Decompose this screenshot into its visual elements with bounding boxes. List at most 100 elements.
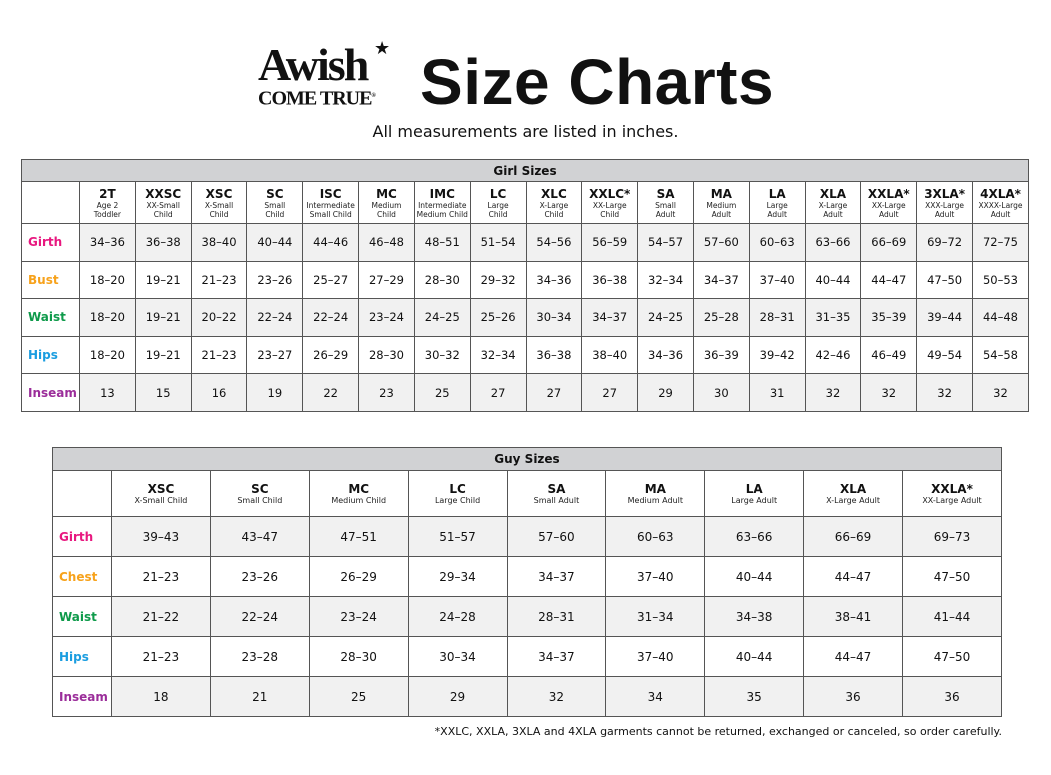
size-description: Small — [264, 200, 286, 210]
measurement-value: 16 — [190, 373, 248, 412]
size-header-cell: 4XLA* XXXX-Large Adult — [972, 181, 1029, 224]
measurement-value: 57–60 — [506, 516, 607, 557]
measurement-value: 57–60 — [692, 223, 750, 262]
measurement-value: 69–72 — [916, 223, 973, 262]
measurement-value: 22–24 — [209, 596, 310, 637]
size-header-cell: IMC Intermediate Medium Child — [413, 181, 471, 224]
measurement-value: 38–41 — [803, 596, 903, 637]
measurement-value: 31–34 — [605, 596, 706, 637]
size-header-cell: LA Large Adult — [704, 470, 805, 517]
measurement-value: 23–28 — [209, 636, 310, 677]
measurement-value: 20–22 — [190, 298, 248, 337]
measurement-value: 27 — [525, 373, 583, 412]
table-caption: Girl Sizes — [21, 159, 1029, 182]
size-code: MC — [376, 186, 397, 201]
size-description: X-Small Child — [134, 496, 188, 505]
measurement-row-hips: Hips 21–23 23–28 28–30 30–34 34–37 37–40 40–44 4… — [52, 636, 1002, 677]
measurement-value: 40–44 — [804, 260, 862, 300]
size-description: X-Large — [539, 200, 569, 210]
measurement-value: 26–29 — [302, 335, 360, 375]
size-description: Medium — [371, 200, 402, 210]
measurement-value: 44–47 — [803, 556, 903, 597]
size-header-cell: XSC X-Small Child — [190, 181, 248, 224]
guy-sizes-table: Guy Sizes XSC X-Small Child SC Small Child MC… — [52, 447, 1002, 717]
measurement-value: 32 — [804, 373, 862, 412]
measurement-value: 50–53 — [972, 260, 1029, 300]
size-header-cell: XLA X-Large Adult — [804, 181, 862, 224]
measurement-value: 36 — [902, 676, 1002, 717]
size-description: Medium Adult — [627, 496, 683, 505]
measurement-value: 34–37 — [581, 298, 639, 337]
size-header-cell: 2T Age 2 Toddler — [79, 181, 136, 224]
size-code: SA — [547, 482, 566, 496]
size-description: Age 2 — [96, 200, 119, 210]
measurement-value: 40–44 — [704, 556, 805, 597]
measurement-value: 30–34 — [525, 298, 583, 337]
size-description: Child — [488, 209, 508, 219]
measurement-value: 44–47 — [803, 636, 903, 677]
measurement-value: 44–46 — [302, 223, 360, 262]
measurement-label: Girth — [52, 516, 112, 557]
size-code: SA — [656, 186, 675, 201]
measurement-value: 66–69 — [860, 223, 918, 262]
measurement-value: 36–38 — [525, 335, 583, 375]
size-code: XXLC* — [589, 186, 631, 201]
measurement-value: 25–28 — [692, 298, 750, 337]
measurement-value: 23–24 — [358, 298, 415, 337]
measurement-value: 48–51 — [413, 223, 471, 262]
size-description: Large — [766, 200, 788, 210]
size-header-cell: XLC X-Large Child — [525, 181, 583, 224]
size-header-cell: SA Small Adult — [637, 181, 694, 224]
size-header-cell: LC Large Child — [469, 181, 527, 224]
size-header-cell: ISC Intermediate Small Child — [302, 181, 360, 224]
size-description: Child — [153, 209, 173, 219]
size-description: Child — [600, 209, 620, 219]
measurement-row-inseam: Inseam 18 21 25 29 32 34 35 36 36 — [52, 676, 1002, 717]
size-description: Medium Child — [331, 496, 387, 505]
size-description: Intermediate — [418, 200, 467, 210]
star-icon: ★ — [374, 38, 391, 59]
size-header-cell: XXLA* XX-Large Adult — [860, 181, 918, 224]
measurement-value: 21 — [209, 676, 310, 717]
size-code: ISC — [319, 186, 342, 201]
table-caption-row: Guy Sizes — [52, 447, 1002, 471]
measurement-value: 31–35 — [804, 298, 862, 337]
measurement-value: 34–36 — [637, 335, 694, 375]
size-description: Child — [377, 209, 396, 219]
size-code: IMC — [429, 186, 455, 201]
size-description: Adult — [767, 209, 787, 219]
measurement-value: 23 — [358, 373, 415, 412]
size-code: LA — [745, 482, 763, 496]
size-description: Child — [209, 209, 229, 219]
size-description: Adult — [879, 209, 899, 219]
measurement-value: 56–59 — [581, 223, 639, 262]
size-description: XX-Large — [592, 200, 627, 210]
measurement-value: 36–38 — [134, 223, 192, 262]
size-code: XXLA* — [867, 186, 910, 201]
size-code: 4XLA* — [980, 186, 1021, 201]
measurement-value: 28–31 — [748, 298, 806, 337]
measurement-label: Inseam — [52, 676, 112, 717]
logo-text-awish: Awish — [258, 39, 369, 90]
size-description: XXXX-Large — [978, 200, 1023, 210]
table-caption-row: Girl Sizes — [21, 159, 1029, 182]
size-code: SC — [251, 482, 269, 496]
size-header-row: 2T Age 2 Toddler XXSC XX-Small Child XSC X-Smal… — [21, 181, 1029, 224]
measurement-value: 31 — [748, 373, 806, 412]
measurement-value: 25 — [413, 373, 471, 412]
footnote: *XXLC, XXLA, 3XLA and 4XLA garments cann… — [434, 725, 1002, 738]
measurement-value: 34–38 — [704, 596, 805, 637]
measurement-value: 34–36 — [79, 223, 136, 262]
measurement-row-girth: Girth 39–43 43–47 47–51 51–57 57–60 60–63 63–66… — [52, 516, 1002, 557]
measurement-value: 43–47 — [209, 516, 310, 557]
measurement-value: 21–23 — [190, 335, 248, 375]
measurement-value: 63–66 — [804, 223, 862, 262]
measurement-value: 46–48 — [358, 223, 415, 262]
size-code: XLC — [541, 186, 567, 201]
size-header-cell: XXLC* XX-Large Child — [581, 181, 639, 224]
measurement-value: 54–56 — [525, 223, 583, 262]
measurement-value: 24–25 — [637, 298, 694, 337]
measurement-value: 15 — [134, 373, 192, 412]
measurement-label: Bust — [21, 260, 80, 300]
measurement-value: 18–20 — [79, 260, 136, 300]
